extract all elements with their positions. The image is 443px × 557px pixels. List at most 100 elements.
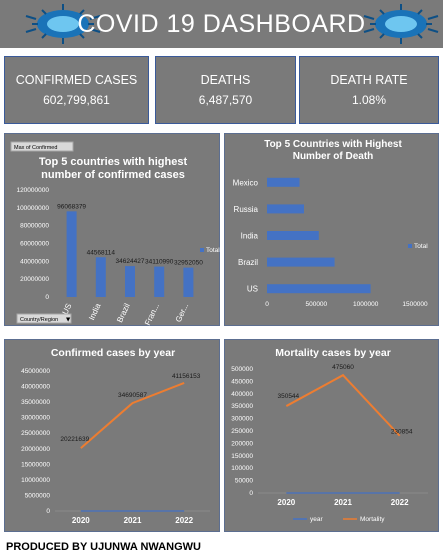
x-tick-label: 2022 [175, 516, 193, 525]
x-tick-label: US [61, 302, 74, 316]
bar [95, 257, 106, 297]
data-label: 44568114 [87, 249, 116, 256]
data-label: 41156153 [172, 373, 201, 380]
confirmed-by-year-svg: Confirmed cases by year 0 5000000 10000000 1… [21, 347, 210, 525]
y-tick-label: 60000000 [20, 241, 49, 248]
confirmed-cases-bar-chart: Max of Confirmed Top 5 countries with hig… [4, 133, 220, 327]
data-label: 34690587 [118, 392, 147, 399]
bar [66, 211, 77, 297]
kpi-deaths: DEATHS 6,487,570 [155, 56, 296, 124]
y-tick-label: 50000 [235, 478, 253, 485]
y-tick-label: Mexico [233, 178, 259, 187]
x-tick-label: 2022 [391, 498, 409, 507]
chart-title: Top 5 Countries with Highest Number of De… [264, 139, 402, 162]
data-label: 96068379 [57, 203, 86, 210]
y-tick-label: 20000000 [20, 276, 49, 283]
y-tick-label: 450000 [231, 378, 253, 385]
y-tick-label: 250000 [231, 428, 253, 435]
data-label: 350544 [277, 393, 299, 400]
x-tick-label: Fran... [143, 302, 161, 327]
axis-field-label: Country/Region [20, 317, 58, 323]
data-label: 34110990 [145, 259, 174, 266]
x-tick-label: Ger... [174, 302, 190, 324]
legend-swatch [408, 244, 412, 248]
bar [267, 257, 335, 267]
y-tick-label: Russia [234, 205, 259, 214]
bar [154, 266, 165, 297]
x-tick-label: 2021 [124, 516, 142, 525]
y-tick-label: India [241, 232, 259, 241]
legend-swatch [200, 248, 204, 252]
y-tick-label: 300000 [231, 416, 253, 423]
confirmed-by-year-chart: Confirmed cases by year 0 5000000 10000000 1… [4, 339, 220, 532]
footer-credit: PRODUCED BY UJUNWA NWANGWU [6, 541, 201, 553]
x-tick-label: India [87, 302, 103, 322]
x-tick-label: Brazil [115, 302, 132, 324]
kpi-value: 6,487,570 [198, 93, 253, 107]
y-tick-label: 80000000 [20, 223, 49, 230]
y-tick-label: 10000000 [21, 477, 50, 484]
mortality-by-year-svg: Mortality cases by year 0 50000 100000 15000… [231, 347, 428, 523]
kpi-label: DEATH RATE [330, 73, 408, 87]
bar [183, 267, 194, 297]
y-tick-label: 15000000 [21, 461, 50, 468]
y-tick-label: 350000 [231, 403, 253, 410]
dashboard-banner: COVID 19 DASHBOARD [0, 0, 443, 48]
y-tick-label: 150000 [231, 453, 253, 460]
y-tick-label: 0 [45, 294, 49, 301]
data-label: 32952050 [174, 260, 203, 267]
data-label: 230854 [391, 429, 413, 436]
kpi-label: DEATHS [200, 73, 251, 87]
bar [267, 231, 319, 240]
y-tick-label: 30000000 [21, 415, 50, 422]
x-tick-label: 1500000 [402, 301, 428, 308]
y-tick-label: 20000000 [21, 446, 50, 453]
virus-left-icon [25, 4, 101, 44]
y-tick-label: 120000000 [16, 187, 49, 194]
kpi-value: 1.08% [351, 93, 387, 107]
y-tick-label: 45000000 [21, 368, 50, 375]
mortality-by-year-chart: Mortality cases by year 0 50000 100000 15000… [224, 339, 439, 532]
y-tick-label: 0 [249, 490, 253, 497]
y-tick-label: Brazil [238, 258, 258, 267]
data-label: 34624427 [116, 258, 145, 265]
y-tick-label: 100000000 [16, 205, 49, 212]
deaths-bar-chart: Top 5 Countries with Highest Number of De… [224, 133, 439, 326]
kpi-value: 602,799,861 [43, 93, 110, 107]
x-tick-label: 500000 [305, 301, 327, 308]
legend-label: Mortality [360, 516, 385, 523]
bar [267, 284, 371, 294]
chart-title: Top 5 countries with highest number of co… [39, 156, 188, 181]
y-tick-label: 40000000 [21, 384, 50, 391]
legend-label: Total [206, 247, 220, 254]
x-tick-label: 2020 [277, 498, 295, 507]
legend-label: year [310, 516, 323, 523]
axis-field-button [16, 313, 72, 324]
dashboard-title: COVID 19 DASHBOARD [77, 10, 366, 38]
bar [125, 266, 135, 297]
filter-dropdown-icon: ▼ [66, 317, 71, 323]
kpi-death-rate: DEATH RATE 1.08% [299, 56, 439, 124]
pivot-field-label: Max of Confirmed [14, 145, 57, 151]
y-tick-label: US [247, 285, 258, 294]
virus-right-icon [363, 4, 439, 44]
chart-title: Confirmed cases by year [51, 347, 175, 359]
data-label: 20221639 [60, 436, 89, 443]
chart-title: Mortality cases by year [275, 347, 391, 359]
confirmed-cases-chart-svg: Max of Confirmed Top 5 countries with hig… [10, 141, 220, 327]
y-tick-label: 25000000 [21, 430, 50, 437]
x-tick-label: 0 [265, 301, 269, 308]
y-tick-label: 200000 [231, 440, 253, 447]
series-line [285, 373, 401, 437]
legend-label: Total [414, 243, 428, 250]
data-label: 475060 [332, 364, 354, 371]
kpi-label: CONFIRMED CASES [15, 73, 138, 87]
pivot-field-button [10, 141, 74, 152]
y-tick-label: 100000 [231, 465, 253, 472]
kpi-confirmed-cases: CONFIRMED CASES 602,799,861 [4, 56, 149, 124]
series-line [80, 382, 185, 449]
y-tick-label: 500000 [231, 366, 253, 373]
y-tick-label: 400000 [231, 391, 253, 398]
y-tick-label: 40000000 [20, 258, 49, 265]
x-tick-label: 2021 [334, 498, 352, 507]
